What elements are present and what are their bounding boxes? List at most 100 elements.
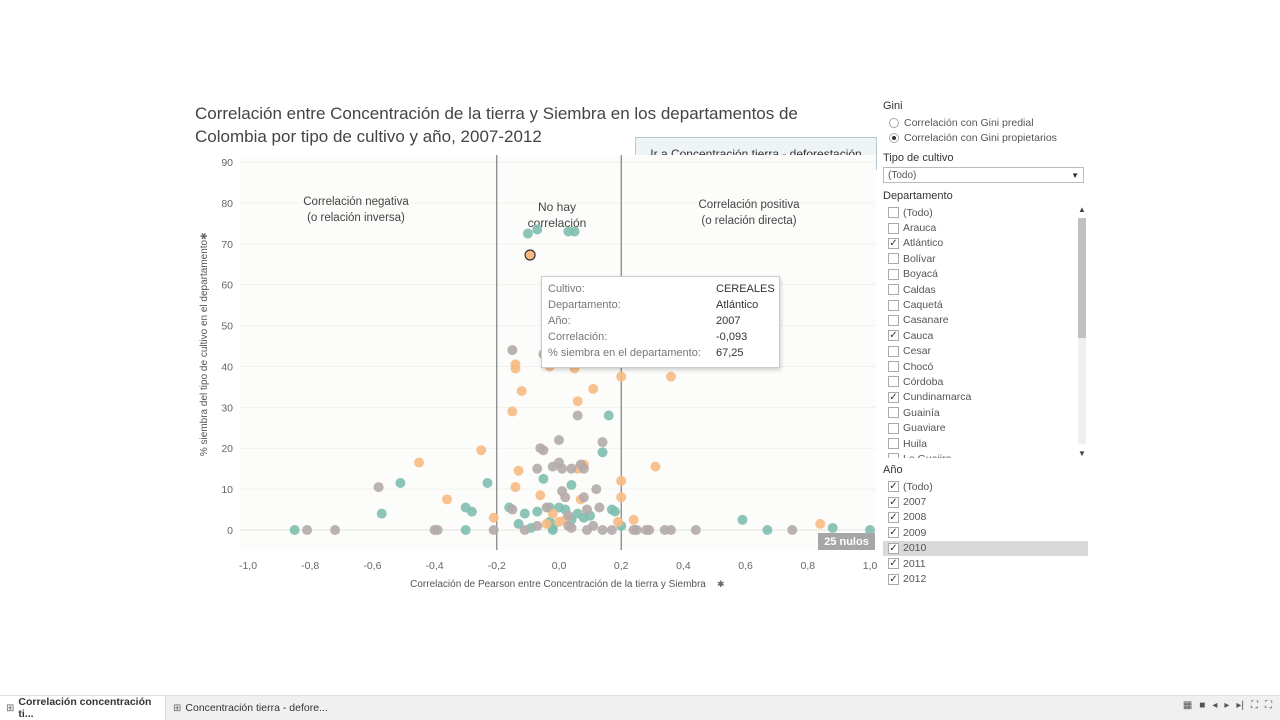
data-point[interactable] bbox=[538, 473, 549, 484]
data-point[interactable] bbox=[815, 518, 826, 529]
data-point[interactable] bbox=[566, 480, 577, 491]
checkbox-icon[interactable]: ✓ bbox=[888, 391, 899, 403]
data-point[interactable] bbox=[597, 447, 608, 458]
data-point[interactable] bbox=[557, 463, 568, 474]
departamento-item[interactable]: Guaviare bbox=[883, 420, 1088, 435]
checkbox-icon[interactable] bbox=[888, 361, 899, 373]
data-point[interactable] bbox=[507, 406, 518, 417]
anio-item[interactable]: ✓ 2012 bbox=[883, 571, 1088, 586]
checkbox-icon[interactable]: ✓ bbox=[888, 558, 899, 570]
departamento-scrollbar[interactable]: ▲ ▼ bbox=[1076, 205, 1086, 458]
data-point[interactable] bbox=[538, 445, 549, 456]
data-point[interactable] bbox=[532, 506, 543, 517]
departamento-item[interactable]: Huila bbox=[883, 436, 1088, 451]
data-point[interactable] bbox=[535, 490, 546, 501]
data-point[interactable] bbox=[737, 514, 748, 525]
data-point[interactable] bbox=[665, 525, 676, 535]
data-point[interactable] bbox=[588, 383, 599, 394]
data-point[interactable] bbox=[547, 508, 558, 519]
checkbox-icon[interactable] bbox=[888, 438, 899, 450]
departamento-item[interactable]: Caquetá bbox=[883, 297, 1088, 312]
pin-icon[interactable]: ✱ bbox=[717, 579, 725, 589]
filmstrip-icon[interactable]: ■ bbox=[1199, 700, 1206, 711]
data-point[interactable] bbox=[566, 522, 577, 533]
data-point[interactable] bbox=[330, 525, 341, 535]
data-point[interactable] bbox=[510, 482, 521, 493]
departamento-item[interactable]: Guainía bbox=[883, 405, 1088, 420]
checkbox-icon[interactable] bbox=[888, 207, 899, 219]
departamento-item[interactable]: ✓ Cundinamarca bbox=[883, 390, 1088, 405]
anio-item[interactable]: ✓ 2007 bbox=[883, 494, 1088, 509]
data-point[interactable] bbox=[488, 525, 499, 535]
data-point[interactable] bbox=[507, 345, 518, 356]
data-point[interactable] bbox=[603, 410, 614, 421]
checkbox-icon[interactable] bbox=[888, 268, 899, 280]
radio-icon[interactable] bbox=[889, 117, 899, 128]
checkbox-icon[interactable] bbox=[888, 376, 899, 388]
pin-icon[interactable]: ✱ bbox=[199, 232, 209, 240]
data-point[interactable] bbox=[787, 525, 798, 535]
data-point[interactable] bbox=[519, 508, 530, 519]
data-point[interactable] bbox=[522, 228, 533, 239]
data-point[interactable] bbox=[488, 512, 499, 523]
data-point[interactable] bbox=[482, 477, 493, 488]
data-point[interactable] bbox=[865, 525, 875, 535]
tab-correlacion[interactable]: ⊞ Correlación concentración ti... bbox=[0, 696, 166, 720]
departamento-item[interactable]: Caldas bbox=[883, 282, 1088, 297]
data-point[interactable] bbox=[578, 463, 589, 474]
departamento-item[interactable]: Cesar bbox=[883, 344, 1088, 359]
data-point[interactable] bbox=[594, 502, 605, 513]
cultivo-dropdown[interactable]: (Todo) ▼ bbox=[883, 167, 1084, 183]
anio-item[interactable]: ✓ 2010 bbox=[883, 540, 1088, 556]
data-point[interactable] bbox=[591, 484, 602, 495]
data-point[interactable] bbox=[442, 494, 453, 505]
data-point[interactable] bbox=[507, 504, 518, 515]
checkbox-icon[interactable]: ✓ bbox=[888, 542, 899, 554]
checkbox-icon[interactable] bbox=[888, 253, 899, 265]
gini-option[interactable]: Correlación con Gini predial bbox=[883, 115, 1088, 130]
data-point[interactable] bbox=[532, 463, 543, 474]
data-point[interactable] bbox=[644, 525, 655, 535]
checkbox-icon[interactable] bbox=[888, 453, 899, 458]
checkbox-icon[interactable] bbox=[888, 407, 899, 419]
data-point[interactable] bbox=[762, 525, 773, 535]
data-point[interactable] bbox=[554, 435, 564, 446]
data-point[interactable] bbox=[513, 518, 524, 529]
data-point[interactable] bbox=[665, 371, 676, 382]
departamento-item[interactable]: Arauca bbox=[883, 220, 1088, 235]
data-point[interactable] bbox=[597, 525, 608, 535]
checkbox-icon[interactable] bbox=[888, 299, 899, 311]
first-sheet-icon[interactable]: ◂ bbox=[1212, 700, 1218, 711]
data-point[interactable] bbox=[510, 359, 521, 370]
data-point[interactable] bbox=[569, 226, 580, 237]
prev-sheet-icon[interactable]: ▸ bbox=[1224, 700, 1230, 711]
data-point[interactable] bbox=[631, 525, 642, 535]
scroll-up-icon[interactable]: ▲ bbox=[1078, 205, 1086, 214]
data-point[interactable] bbox=[581, 525, 592, 535]
data-point[interactable] bbox=[616, 371, 627, 382]
data-point[interactable] bbox=[513, 465, 524, 476]
data-point[interactable] bbox=[373, 482, 384, 493]
checkbox-icon[interactable] bbox=[888, 345, 899, 357]
data-point[interactable] bbox=[432, 525, 443, 535]
data-point[interactable] bbox=[827, 522, 838, 533]
data-point[interactable] bbox=[532, 520, 543, 531]
anio-item[interactable]: ✓ (Todo) bbox=[883, 479, 1088, 494]
data-point[interactable] bbox=[578, 492, 589, 503]
data-point[interactable] bbox=[597, 437, 608, 448]
data-point[interactable] bbox=[395, 477, 406, 488]
data-point[interactable] bbox=[581, 504, 592, 515]
data-point[interactable] bbox=[414, 457, 425, 468]
departamento-item[interactable]: Boyacá bbox=[883, 267, 1088, 282]
nulls-badge[interactable]: 25 nulos bbox=[818, 533, 875, 550]
data-point[interactable] bbox=[650, 461, 661, 472]
tab-deforestacion[interactable]: ⊞ Concentración tierra - defore... bbox=[167, 696, 332, 720]
departamento-item[interactable]: Chocó bbox=[883, 359, 1088, 374]
data-point[interactable] bbox=[554, 516, 564, 527]
checkbox-icon[interactable] bbox=[888, 314, 899, 326]
checkbox-icon[interactable]: ✓ bbox=[888, 496, 899, 508]
checkbox-icon[interactable] bbox=[888, 222, 899, 234]
data-point[interactable] bbox=[628, 514, 639, 525]
data-point[interactable] bbox=[566, 463, 577, 474]
data-point[interactable] bbox=[572, 410, 583, 421]
